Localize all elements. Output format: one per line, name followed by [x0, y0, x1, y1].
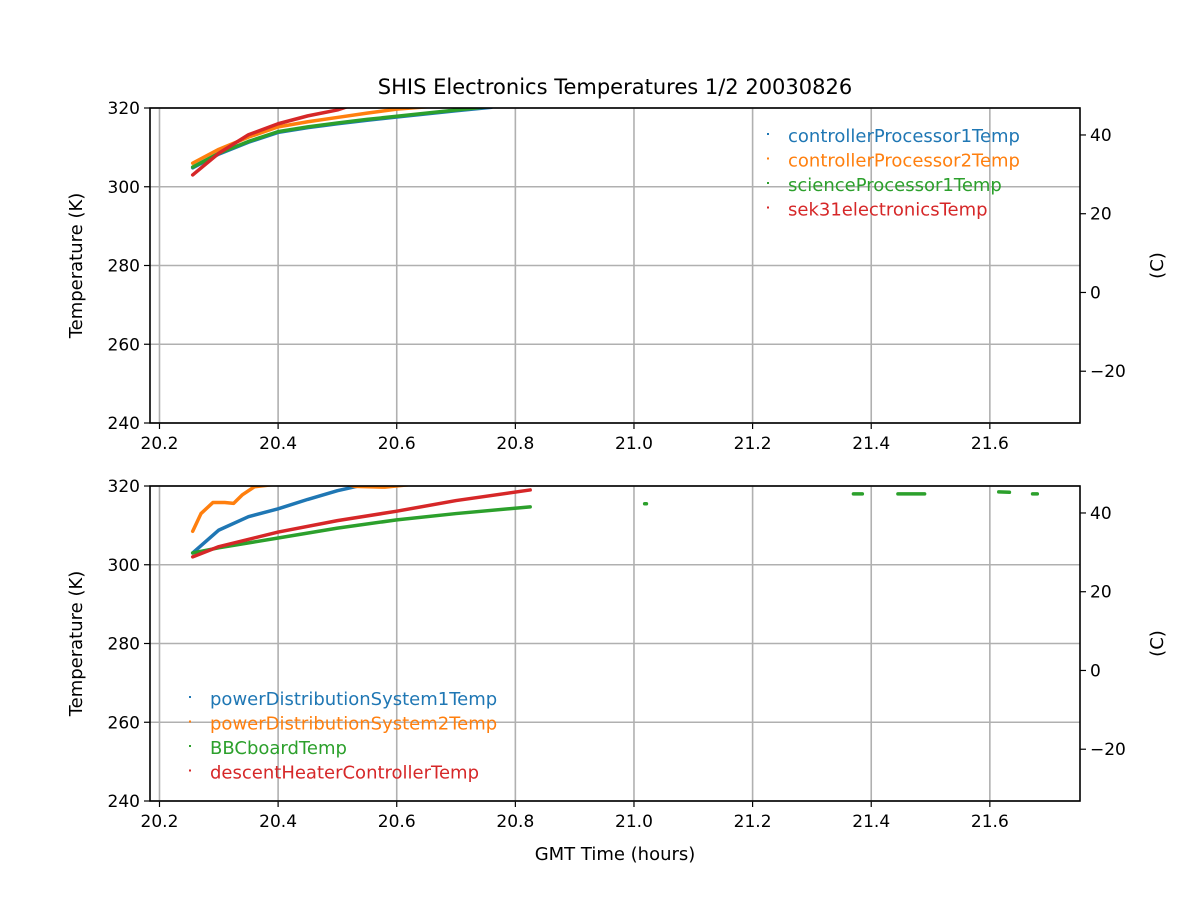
- legend-marker: [767, 133, 769, 135]
- series-line-BBCboardTemp: [193, 507, 530, 553]
- legend-label: controllerProcessor2Temp: [788, 151, 1020, 172]
- legend-label: descentHeaterControllerTemp: [210, 763, 479, 784]
- x-tick-label: 20.6: [378, 434, 416, 454]
- y-tick-label: 280: [108, 635, 140, 655]
- x-tick-label: 20.4: [259, 434, 297, 454]
- x-tick-label: 20.2: [141, 434, 179, 454]
- right-y-tick-label: 0: [1090, 283, 1101, 303]
- y-axis-label: Temperature (K): [66, 193, 87, 340]
- legend-marker: [767, 207, 769, 209]
- y-tick-label: 260: [108, 335, 140, 355]
- legend-label: sek31electronicsTemp: [788, 200, 988, 221]
- series-group: [193, 106, 492, 175]
- chart-title: SHIS Electronics Temperatures 1/2 200308…: [378, 75, 852, 99]
- bottom-axes: 20.2 20.4 20.6 20.8 21.0 21.2 21.4 21.6 240 260 28…: [66, 477, 1168, 832]
- x-tick-label: 21.4: [852, 434, 890, 454]
- y-tick-label: 280: [108, 257, 140, 277]
- legend-label: BBCboardTemp: [210, 738, 347, 759]
- y-tick-label: 240: [108, 792, 140, 812]
- x-tick-label: 20.8: [496, 434, 534, 454]
- legend: controllerProcessor1Temp controllerProces…: [767, 126, 1020, 221]
- x-tick-label: 21.4: [852, 812, 890, 832]
- x-axis-label: GMT Time (hours): [535, 844, 696, 865]
- y-tick-label: 320: [108, 99, 140, 119]
- legend: powerDistributionSystem1Temp powerDistrib…: [189, 689, 497, 784]
- x-tick-label: 21.0: [615, 812, 653, 832]
- x-tick-label: 21.2: [734, 812, 772, 832]
- right-y-tick-label: 40: [1090, 504, 1112, 524]
- legend-marker: [767, 182, 769, 184]
- right-y-tick-label: −20: [1090, 362, 1126, 382]
- x-tick-label: 20.2: [141, 812, 179, 832]
- y-tick-label: 240: [108, 414, 140, 434]
- right-y-tick-label: 20: [1090, 583, 1112, 603]
- right-y-tick-label: 40: [1090, 126, 1112, 146]
- series-line-sek31electronicsTemp: [193, 106, 350, 175]
- x-tick-label: 21.6: [971, 812, 1009, 832]
- y-tick-label: 300: [108, 556, 140, 576]
- right-y-tick-label: 0: [1090, 661, 1101, 681]
- y-tick-label: 320: [108, 477, 140, 497]
- legend-marker: [767, 158, 769, 160]
- top-axes: 20.2 20.4 20.6 20.8 21.0 21.2 21.4 21.6 240 260 28…: [66, 99, 1168, 454]
- y-axis-label: Temperature (K): [66, 571, 87, 718]
- x-tick-label: 20.4: [259, 812, 297, 832]
- x-tick-label: 21.0: [615, 434, 653, 454]
- legend-label: scienceProcessor1Temp: [788, 175, 1002, 196]
- x-tick-label: 21.6: [971, 434, 1009, 454]
- legend-label: powerDistributionSystem2Temp: [210, 714, 497, 735]
- right-y-axis-label: (C): [1147, 252, 1168, 279]
- y-tick-label: 260: [108, 713, 140, 733]
- x-tick-label: 21.2: [734, 434, 772, 454]
- right-y-tick-label: −20: [1090, 740, 1126, 760]
- x-tick-label: 20.6: [378, 812, 416, 832]
- right-y-tick-label: 20: [1090, 205, 1112, 225]
- series-group: [193, 482, 1038, 557]
- legend-label: controllerProcessor1Temp: [788, 126, 1020, 147]
- legend-marker: [189, 721, 191, 723]
- x-tick-label: 20.8: [496, 812, 534, 832]
- legend-label: powerDistributionSystem1Temp: [210, 689, 497, 710]
- y-tick-label: 300: [108, 178, 140, 198]
- legend-marker: [189, 696, 191, 698]
- legend-marker: [189, 745, 191, 747]
- right-y-axis-label: (C): [1147, 630, 1168, 657]
- legend-marker: [189, 770, 191, 772]
